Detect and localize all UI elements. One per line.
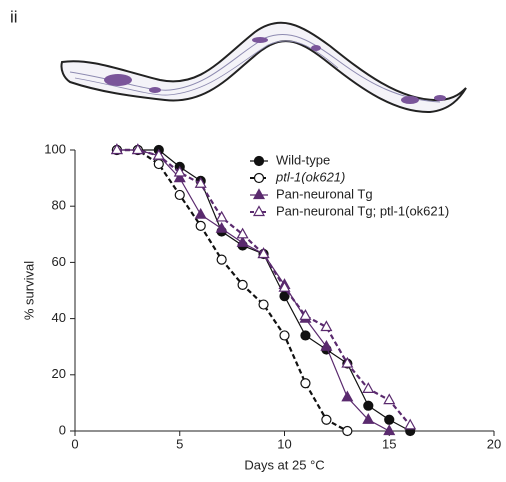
- legend-label: Pan-neuronal Tg; ptl-1(ok621): [276, 203, 449, 218]
- point: [173, 171, 186, 183]
- point: [153, 158, 164, 170]
- point: [110, 143, 123, 155]
- worm-illustration: [60, 21, 467, 114]
- legend-marker: [253, 172, 265, 184]
- point: [362, 413, 375, 424]
- legend-marker: [252, 188, 266, 200]
- point: [173, 165, 186, 177]
- point: [257, 247, 270, 259]
- x-tick-label: 20: [487, 436, 501, 451]
- point: [216, 254, 227, 265]
- point: [195, 220, 206, 231]
- point: [300, 330, 311, 341]
- y-axis-label: % survival: [21, 261, 36, 320]
- point: [320, 320, 333, 332]
- x-tick-label: 10: [277, 436, 291, 451]
- point: [152, 148, 165, 160]
- point: [384, 414, 395, 425]
- y-tick-label: 60: [52, 254, 66, 269]
- y-tick-label: 0: [59, 422, 66, 437]
- point: [278, 280, 291, 292]
- y-tick-label: 80: [52, 198, 66, 213]
- point: [258, 299, 269, 310]
- legend-label: ptl-1(ok621): [275, 169, 345, 184]
- point: [341, 356, 354, 368]
- x-tick-label: 0: [71, 436, 78, 451]
- point: [174, 189, 185, 201]
- point: [279, 330, 290, 341]
- y-tick-label: 100: [44, 141, 66, 156]
- panel-label: ii: [10, 7, 18, 26]
- legend-marker: [252, 205, 266, 217]
- point: [131, 143, 144, 155]
- point: [321, 414, 332, 425]
- point: [383, 393, 396, 405]
- legend-marker: [253, 155, 265, 167]
- x-tick-label: 15: [382, 436, 396, 451]
- point: [236, 235, 249, 247]
- point: [237, 279, 248, 290]
- x-tick-label: 5: [176, 436, 183, 451]
- point: [320, 339, 333, 351]
- point: [383, 424, 396, 436]
- point: [194, 207, 207, 219]
- y-tick-label: 20: [52, 366, 66, 381]
- point: [215, 210, 228, 222]
- point: [215, 221, 228, 233]
- point: [341, 390, 354, 402]
- point: [236, 227, 249, 239]
- point: [194, 176, 207, 188]
- point: [363, 400, 374, 411]
- legend-label: Wild-type: [276, 152, 330, 167]
- point: [300, 378, 311, 389]
- y-tick-label: 40: [52, 310, 66, 325]
- legend-label: Pan-neuronal Tg: [276, 186, 373, 201]
- point: [342, 425, 353, 437]
- point: [362, 382, 375, 393]
- x-axis-label: Days at 25 °C: [244, 457, 324, 472]
- point: [404, 418, 417, 430]
- point: [299, 309, 312, 320]
